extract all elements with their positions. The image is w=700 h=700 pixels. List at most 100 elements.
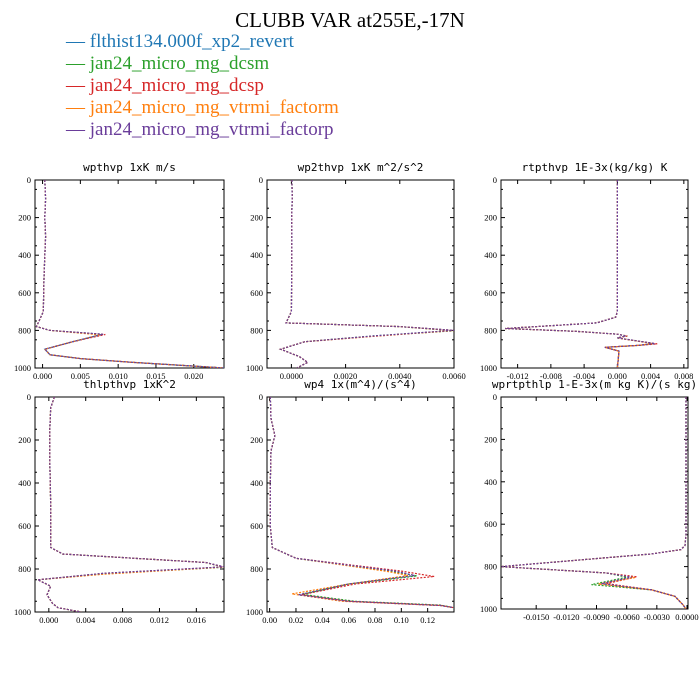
y-tick-label: 0 <box>259 175 263 185</box>
series-line <box>278 180 454 368</box>
plot-frame <box>34 396 225 613</box>
x-tick-label: 0.02 <box>289 615 304 625</box>
y-tick-label: 600 <box>18 521 31 531</box>
series-line <box>35 180 224 368</box>
series-line <box>505 180 653 368</box>
series-line <box>505 180 655 368</box>
panel-2: wp2thvp 1xK m^2/s^2 0 200 400 600 800 1000 0.00… <box>246 161 466 381</box>
series-line <box>501 397 687 609</box>
series-line <box>35 397 224 612</box>
y-tick-label: 1000 <box>14 607 31 617</box>
series-line <box>269 397 454 609</box>
x-tick-label: 0.000 <box>33 371 52 381</box>
x-tick-label: 0.06 <box>341 615 356 625</box>
series-group <box>278 180 454 368</box>
y-tick-label: 800 <box>484 325 497 335</box>
y-tick-label: 1000 <box>246 607 263 617</box>
x-tick-label: 0.008 <box>674 371 693 381</box>
y-tick-label: 200 <box>484 434 497 444</box>
x-tick-label: 0.010 <box>109 371 128 381</box>
y-tick-label: 0 <box>27 175 31 185</box>
y-tick-label: 1000 <box>14 363 31 373</box>
y-tick-label: 600 <box>484 288 497 298</box>
y-tick-label: 0 <box>27 392 31 402</box>
legend-item: — jan24_micro_mg_vtrmi_factorm <box>66 97 339 118</box>
x-tick-label: 0.020 <box>184 371 203 381</box>
series-line <box>269 397 454 609</box>
x-tick-label: -0.008 <box>540 371 562 381</box>
plot-frame <box>266 396 455 613</box>
x-tick-label: 0.000 <box>608 371 627 381</box>
x-tick-label: -0.004 <box>573 371 596 381</box>
series-line <box>278 180 454 368</box>
panel-title: wp4 1x(m^4)/(s^4) <box>304 378 417 391</box>
y-tick-label: 200 <box>250 213 263 223</box>
series-line <box>501 397 687 609</box>
y-tick-label: 600 <box>250 288 263 298</box>
series-line <box>35 397 224 612</box>
x-tick-label: 0.0020 <box>334 371 357 381</box>
x-tick-label: -0.012 <box>507 371 529 381</box>
panel-title: wpthvp 1xK m/s <box>83 161 176 174</box>
legend-item: — jan24_micro_mg_vtrmi_factorp <box>66 119 334 140</box>
x-tick-label: -0.0150 <box>523 612 549 622</box>
legend-item: — jan24_micro_mg_dcsp <box>66 75 264 96</box>
y-tick-label: 800 <box>250 325 263 335</box>
series-line <box>269 397 454 609</box>
y-tick-label: 400 <box>18 478 31 488</box>
y-tick-label: 200 <box>18 213 31 223</box>
x-tick-label: 0.12 <box>420 615 435 625</box>
x-tick-label: -0.0120 <box>553 612 579 622</box>
x-tick-label: 0.0060 <box>442 371 465 381</box>
panel-4: thlpthvp 1xK^2 0 200 400 600 800 1000 0.000 0.00… <box>14 378 225 625</box>
plot-frame <box>34 179 225 369</box>
x-tick-label: 0.004 <box>641 371 661 381</box>
x-tick-label: -0.0030 <box>644 612 670 622</box>
x-tick-label: 0.016 <box>187 615 206 625</box>
plot-frame <box>500 179 689 369</box>
series-line <box>278 180 454 368</box>
series-line <box>35 397 224 612</box>
y-tick-label: 1000 <box>480 363 497 373</box>
y-tick-label: 800 <box>484 562 497 572</box>
y-tick-label: 0 <box>259 392 263 402</box>
series-line <box>278 180 454 368</box>
panel-3: rtpthvp 1E-3x(kg/kg) K02004006008001000-… <box>480 161 693 381</box>
plot-frame <box>500 396 689 610</box>
y-tick-label: 600 <box>18 288 31 298</box>
series-line <box>501 397 687 609</box>
y-tick-label: 400 <box>250 478 263 488</box>
series-line <box>269 397 454 609</box>
panel-title: wprtpthlp 1-E-3x(m kg K)/(s kg) <box>492 378 697 391</box>
series-line <box>35 397 224 612</box>
series-line <box>278 180 454 368</box>
y-tick-label: 800 <box>250 564 263 574</box>
x-tick-label: 0.08 <box>368 615 383 625</box>
x-tick-label: 0.012 <box>150 615 169 625</box>
x-tick-label: 0.0000 <box>675 612 698 622</box>
series-line <box>505 180 658 368</box>
y-tick-label: 400 <box>484 477 497 487</box>
series-line <box>35 180 224 368</box>
y-tick-label: 400 <box>18 250 31 260</box>
panel-title: thlpthvp 1xK^2 <box>83 378 176 391</box>
x-tick-label: 0.0040 <box>388 371 411 381</box>
x-tick-label: 0.008 <box>113 615 132 625</box>
legend-item: — jan24_micro_mg_dcsm <box>66 53 270 74</box>
y-tick-label: 400 <box>484 250 497 260</box>
x-tick-label: 0.000 <box>39 615 58 625</box>
y-tick-label: 1000 <box>246 363 263 373</box>
y-tick-label: 800 <box>18 325 31 335</box>
y-tick-label: 400 <box>250 250 263 260</box>
series-line <box>501 397 687 609</box>
series-group <box>35 180 224 368</box>
y-tick-label: 0 <box>493 175 497 185</box>
figure-title: CLUBB VAR at255E,-17N <box>235 8 465 32</box>
x-tick-label: -0.0060 <box>614 612 640 622</box>
x-tick-label: 0.10 <box>394 615 409 625</box>
x-tick-label: 0.015 <box>146 371 165 381</box>
plot-frame <box>266 179 455 369</box>
